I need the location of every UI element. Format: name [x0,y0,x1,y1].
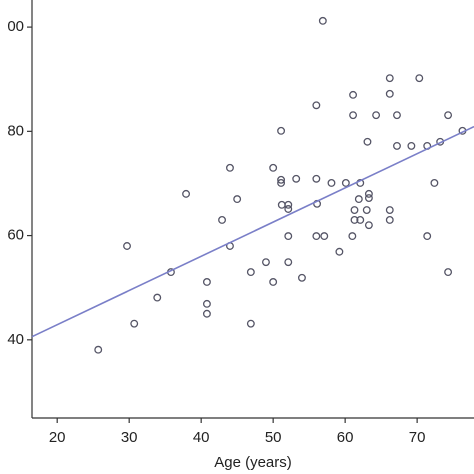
point [292,174,301,183]
point [350,206,359,214]
point [430,178,439,187]
x-tick-label: 70 [409,429,426,446]
point [269,278,278,286]
y-tick-label: 00 [7,18,24,35]
point [277,126,286,135]
x-tick-label: 20 [49,429,66,446]
point [284,258,293,267]
point [415,74,424,83]
x-tick-label: 60 [337,429,354,446]
point [269,163,278,172]
point [312,174,321,183]
point [364,221,373,230]
point [356,215,365,224]
point [246,319,255,328]
point [94,345,103,354]
point [246,268,255,277]
point [284,205,293,213]
point [385,74,394,83]
point [385,206,394,214]
point [372,111,381,120]
point [182,189,191,198]
point [349,111,358,120]
point [348,232,357,241]
point [444,268,453,277]
point [407,141,416,150]
point [318,16,327,25]
point [284,200,293,209]
point [393,111,401,120]
point [363,137,372,146]
point [364,194,373,203]
point [349,90,358,99]
point [423,232,432,241]
point [202,278,211,286]
point [385,215,394,224]
point [362,206,371,214]
point [123,242,131,250]
point [444,111,453,120]
point [277,175,286,184]
point [130,319,139,328]
y-tick-label: 60 [7,227,24,244]
x-tick-label: 30 [121,429,138,446]
point [350,215,359,224]
point [341,178,350,187]
point [262,258,270,267]
point [354,195,363,204]
point [393,141,401,150]
point [284,232,293,241]
y-tick-label: 80 [7,122,24,139]
x-tick-label: 50 [265,429,282,446]
point [202,299,211,308]
point [364,189,373,198]
point [153,293,162,302]
point [335,247,344,256]
point [277,200,286,209]
point [312,232,321,241]
x-axis-label: Age (years) [214,454,292,471]
point [218,215,226,224]
point [385,89,394,98]
point [277,178,286,187]
point [226,163,234,172]
point [202,309,211,318]
point [298,273,306,282]
point [327,178,336,187]
y-tick-label: 40 [7,331,24,348]
point [312,101,321,110]
trend-line [31,125,474,338]
point [233,195,242,204]
x-tick-label: 40 [193,429,210,446]
point [320,232,329,241]
